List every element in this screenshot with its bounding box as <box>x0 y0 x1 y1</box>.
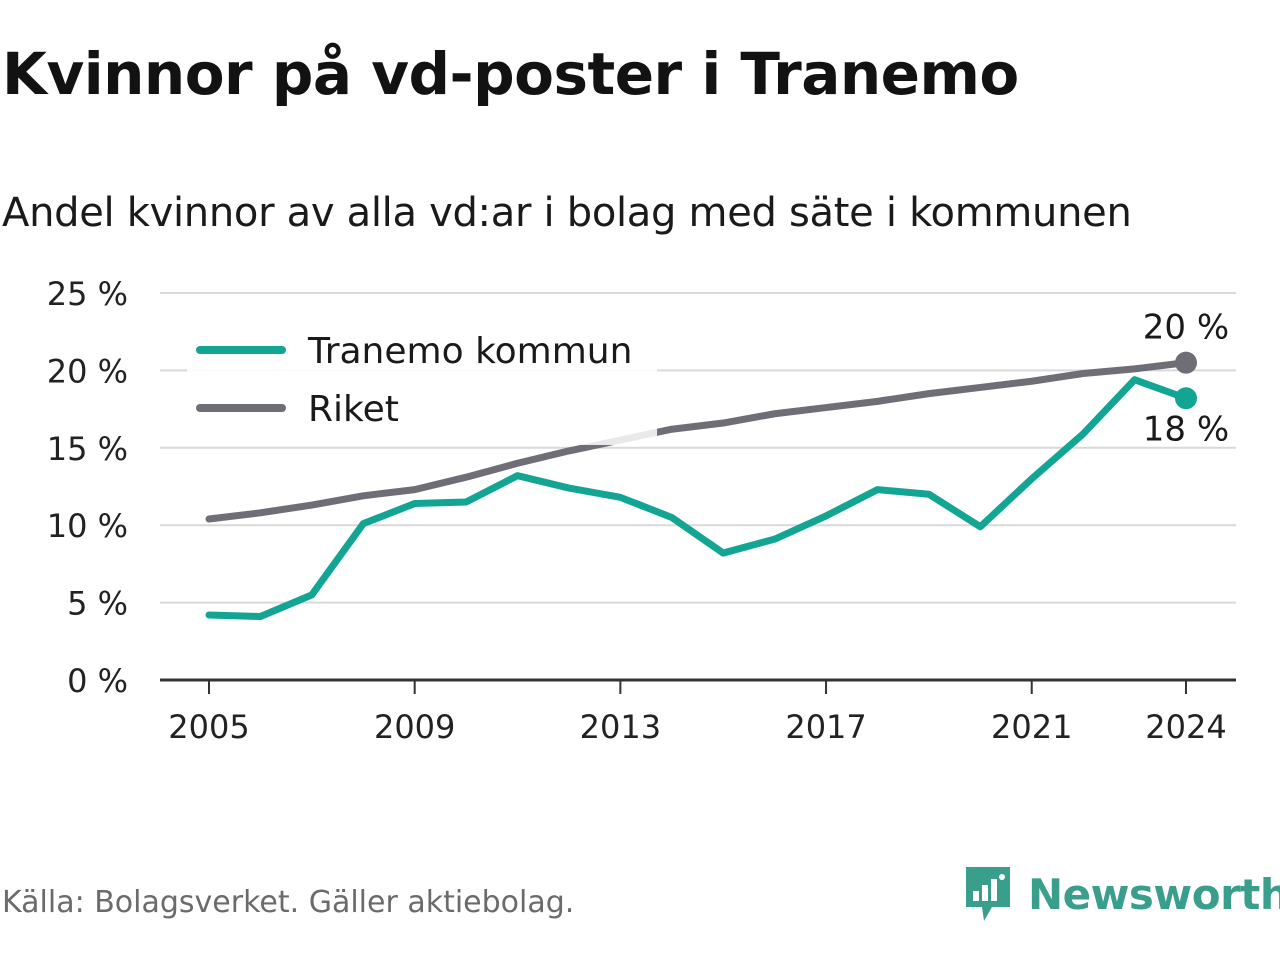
x-tick-label: 2017 <box>785 708 866 746</box>
x-tick-label: 2013 <box>580 708 661 746</box>
x-tick-label: 2021 <box>991 708 1072 746</box>
legend: Tranemo kommun Riket <box>187 320 657 445</box>
y-tick-label: 0 % <box>67 662 128 700</box>
brand-name: Newsworthy <box>1028 869 1280 919</box>
end-point-tranemo <box>1175 387 1197 410</box>
end-label-tranemo: 18 % <box>1143 409 1229 449</box>
chart-subtitle: Andel kvinnor av alla vd:ar i bolag med … <box>2 190 1132 236</box>
y-tick-label: 25 % <box>47 275 128 313</box>
legend-label: Tranemo kommun <box>307 331 632 372</box>
x-tick-label: 2005 <box>168 708 249 746</box>
chart-title: Kvinnor på vd-poster i Tranemo <box>2 40 1019 108</box>
legend-label: Riket <box>308 389 399 430</box>
end-point-riket <box>1175 351 1197 374</box>
y-tick-label: 15 % <box>47 430 128 468</box>
end-label-riket: 20 % <box>1143 308 1229 348</box>
series-line-riket <box>205 359 1190 523</box>
brand-logo: Newsworthy <box>962 862 1280 926</box>
source-note: Källa: Bolagsverket. Gäller aktiebolag. <box>2 885 575 920</box>
legend-background <box>187 320 657 445</box>
series-lines <box>205 351 1197 621</box>
series-line-tranemo <box>205 376 1190 621</box>
end-labels: 20 % 18 % <box>1143 308 1229 450</box>
y-tick-label: 20 % <box>47 352 128 390</box>
x-tick-label: 2009 <box>374 708 455 746</box>
x-tick-label: 2024 <box>1145 708 1226 746</box>
y-tick-label: 5 % <box>67 585 128 623</box>
y-tick-label: 10 % <box>47 507 128 545</box>
y-axis-ticks: 0 % 5 % 10 % 15 % 20 % 25 % <box>47 275 128 700</box>
x-axis: 2005 2009 2013 2017 2021 2024 <box>160 678 1236 746</box>
newsworthy-logo-icon <box>966 867 1010 921</box>
